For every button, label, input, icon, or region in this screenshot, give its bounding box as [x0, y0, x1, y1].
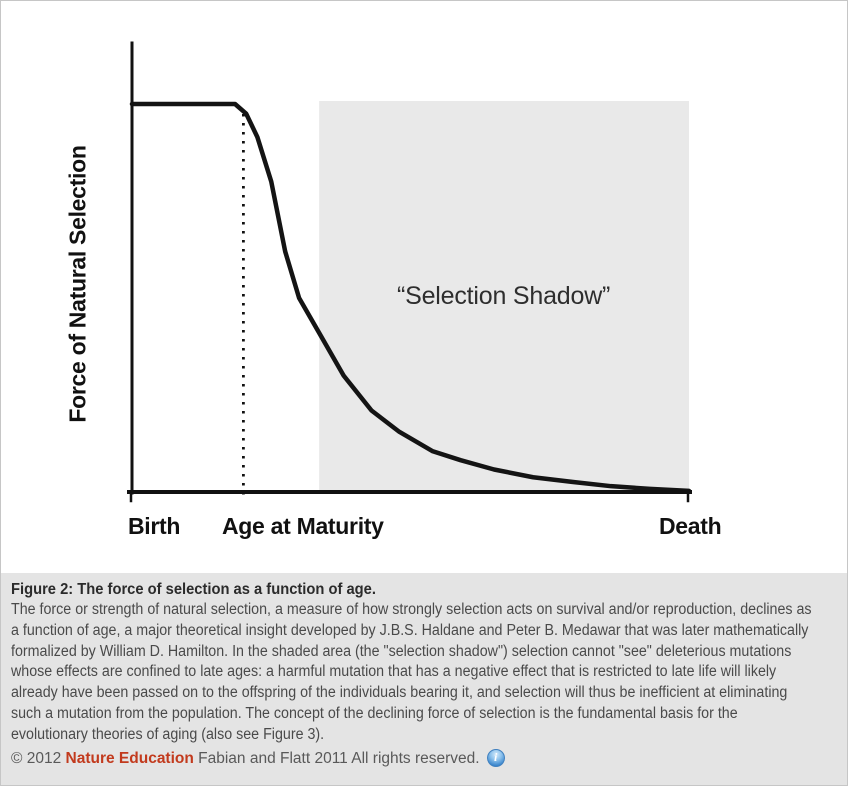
caption-line: The force or strength of natural selecti…: [11, 601, 812, 618]
selection-shadow-region: [319, 101, 689, 493]
axes: [127, 41, 692, 503]
nature-education-link[interactable]: Nature Education: [65, 749, 194, 767]
caption-line: such a mutation from the population. The…: [11, 704, 738, 722]
caption-panel: Figure 2: The force of selection as a fu…: [1, 573, 847, 785]
caption-line: evolutionary theories of aging (also see…: [11, 725, 325, 743]
caption-line: already have been passed on to the offsp…: [11, 684, 788, 702]
x-tick-label-birth: Birth: [128, 513, 181, 539]
caption-title: Figure 2: The force of selection as a fu…: [11, 581, 376, 598]
copyright-prefix: © 2012: [11, 749, 66, 767]
chart-area: Force of Natural Selection “Selection Sh…: [1, 1, 847, 573]
y-axis-label: Force of Natural Selection: [64, 145, 91, 423]
x-tick-label-death: Death: [659, 513, 722, 539]
copyright-suffix: Fabian and Flatt 2011 All rights reserve…: [193, 749, 480, 767]
caption-line: whose effects are confined to late ages:…: [11, 663, 777, 681]
copyright-line: © 2012 Nature Education Fabian and Flatt…: [11, 748, 837, 769]
selection-shadow-label: “Selection Shadow”: [397, 282, 611, 310]
x-tick-label-maturity: Age at Maturity: [222, 513, 384, 539]
caption-line: a function of age, a major theoretical i…: [11, 621, 809, 639]
info-icon[interactable]: i: [486, 749, 505, 768]
force-curve: [129, 101, 692, 494]
chart-svg: [127, 41, 692, 503]
caption-line: formalized by William D. Hamilton. In th…: [11, 642, 792, 660]
